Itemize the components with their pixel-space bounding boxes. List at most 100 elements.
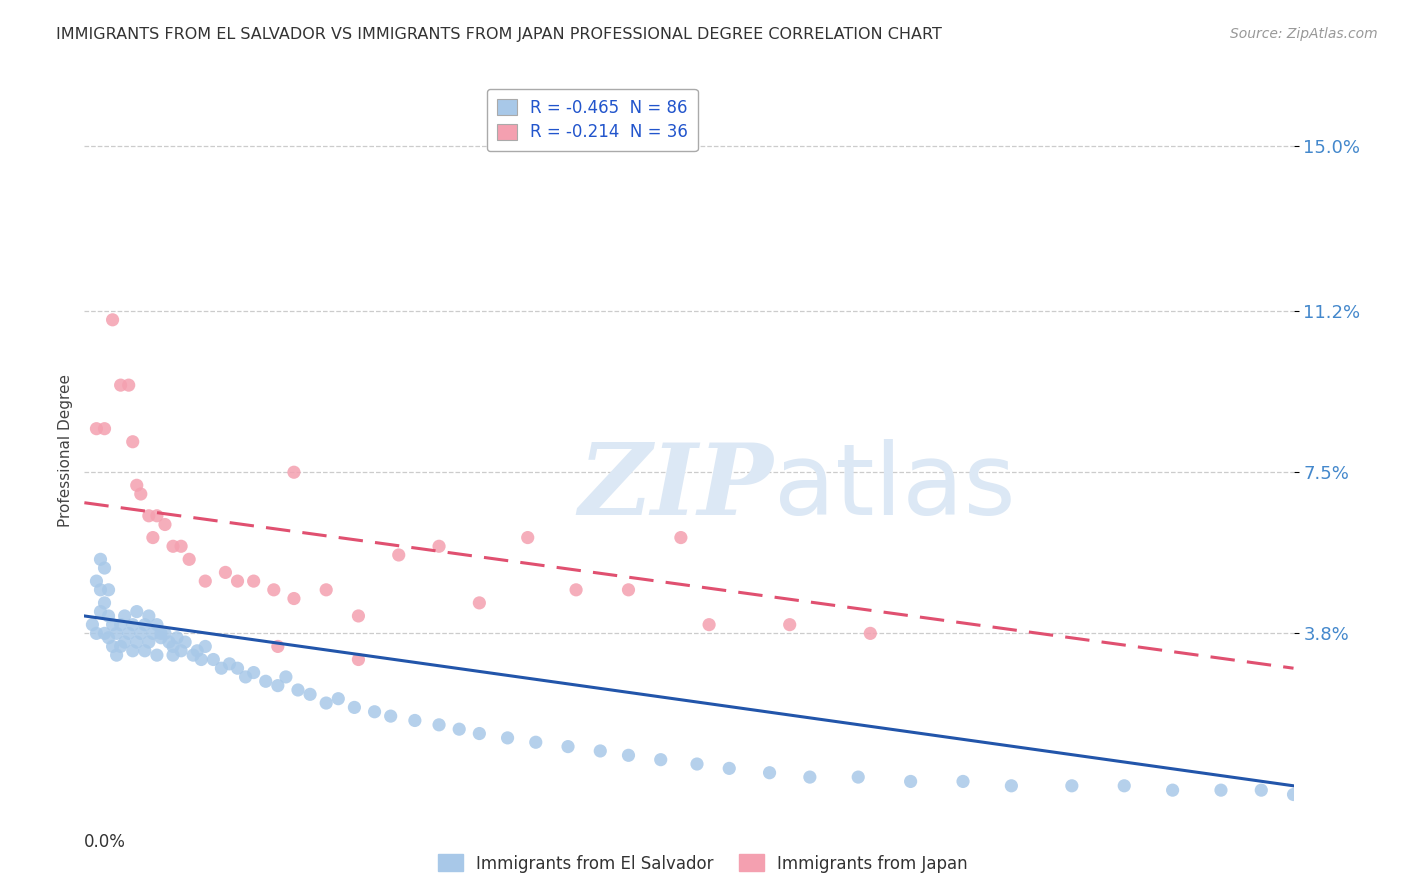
- Point: [617, 748, 640, 763]
- Point: [86, 574, 108, 588]
- Point: [142, 626, 165, 640]
- Point: [274, 670, 297, 684]
- Point: [153, 517, 176, 532]
- Point: [110, 378, 132, 392]
- Point: [93, 596, 115, 610]
- Point: [121, 617, 143, 632]
- Point: [110, 617, 132, 632]
- Point: [181, 648, 204, 662]
- Legend: R = -0.465  N = 86, R = -0.214  N = 36: R = -0.465 N = 86, R = -0.214 N = 36: [486, 88, 697, 152]
- Point: [190, 652, 212, 666]
- Point: [114, 609, 136, 624]
- Point: [235, 670, 257, 684]
- Point: [254, 674, 277, 689]
- Point: [859, 626, 882, 640]
- Point: [125, 478, 148, 492]
- Point: [226, 574, 249, 588]
- Point: [114, 635, 136, 649]
- Point: [149, 626, 172, 640]
- Legend: Immigrants from El Salvador, Immigrants from Japan: Immigrants from El Salvador, Immigrants …: [432, 847, 974, 880]
- Point: [110, 640, 132, 654]
- Point: [134, 617, 156, 632]
- Point: [125, 635, 148, 649]
- Point: [101, 313, 124, 327]
- Point: [134, 644, 156, 658]
- Point: [900, 774, 922, 789]
- Point: [162, 640, 184, 654]
- Text: atlas: atlas: [773, 439, 1015, 536]
- Point: [153, 626, 176, 640]
- Point: [1060, 779, 1083, 793]
- Point: [1000, 779, 1022, 793]
- Point: [146, 648, 169, 662]
- Point: [101, 617, 124, 632]
- Point: [846, 770, 869, 784]
- Point: [347, 609, 370, 624]
- Point: [97, 631, 120, 645]
- Point: [565, 582, 588, 597]
- Point: [347, 652, 370, 666]
- Point: [718, 761, 741, 775]
- Point: [328, 691, 350, 706]
- Point: [427, 718, 450, 732]
- Point: [121, 644, 143, 658]
- Point: [427, 539, 450, 553]
- Point: [194, 574, 217, 588]
- Point: [101, 640, 124, 654]
- Point: [214, 566, 236, 580]
- Text: IMMIGRANTS FROM EL SALVADOR VS IMMIGRANTS FROM JAPAN PROFESSIONAL DEGREE CORRELA: IMMIGRANTS FROM EL SALVADOR VS IMMIGRANT…: [56, 27, 942, 42]
- Point: [146, 617, 169, 632]
- Point: [179, 552, 201, 566]
- Point: [1250, 783, 1272, 797]
- Point: [283, 591, 305, 606]
- Point: [697, 617, 720, 632]
- Point: [82, 617, 104, 632]
- Point: [589, 744, 612, 758]
- Point: [363, 705, 385, 719]
- Point: [263, 582, 285, 597]
- Point: [202, 652, 225, 666]
- Point: [758, 765, 780, 780]
- Point: [170, 644, 193, 658]
- Point: [267, 679, 290, 693]
- Point: [315, 696, 337, 710]
- Point: [138, 635, 160, 649]
- Point: [142, 531, 165, 545]
- Point: [516, 531, 538, 545]
- Point: [287, 683, 309, 698]
- Point: [617, 582, 640, 597]
- Point: [166, 631, 188, 645]
- Point: [162, 648, 184, 662]
- Text: Source: ZipAtlas.com: Source: ZipAtlas.com: [1230, 27, 1378, 41]
- Point: [242, 574, 264, 588]
- Point: [93, 422, 115, 436]
- Y-axis label: Professional Degree: Professional Degree: [58, 374, 73, 527]
- Point: [118, 626, 141, 640]
- Point: [686, 757, 709, 772]
- Point: [779, 617, 801, 632]
- Text: 0.0%: 0.0%: [84, 833, 127, 851]
- Point: [149, 631, 172, 645]
- Point: [89, 552, 111, 566]
- Point: [343, 700, 366, 714]
- Point: [121, 434, 143, 449]
- Point: [97, 582, 120, 597]
- Point: [162, 539, 184, 553]
- Point: [267, 640, 290, 654]
- Point: [299, 687, 322, 701]
- Point: [404, 714, 426, 728]
- Point: [388, 548, 411, 562]
- Point: [283, 465, 305, 479]
- Point: [524, 735, 547, 749]
- Point: [118, 378, 141, 392]
- Point: [242, 665, 264, 680]
- Point: [468, 726, 491, 740]
- Point: [146, 508, 169, 523]
- Point: [86, 626, 108, 640]
- Point: [105, 648, 128, 662]
- Point: [129, 626, 152, 640]
- Point: [138, 508, 160, 523]
- Point: [1282, 788, 1305, 802]
- Point: [194, 640, 217, 654]
- Point: [170, 539, 193, 553]
